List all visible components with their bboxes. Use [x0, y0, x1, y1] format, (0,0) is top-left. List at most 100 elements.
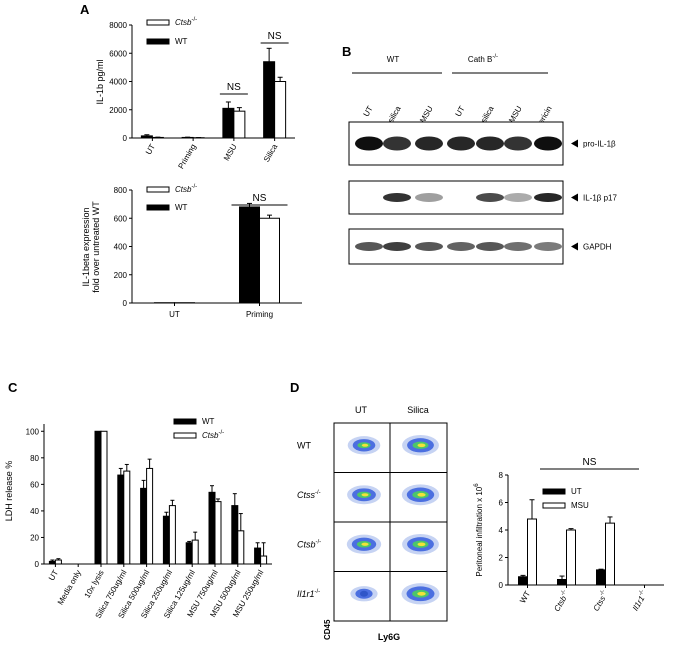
bar-ctsb [54, 559, 62, 565]
y-tick-label: 0 [35, 560, 40, 569]
blot-band [476, 193, 504, 202]
y-axis-label: Peritoneal infiltration x 106 [474, 483, 484, 577]
peritoneal-infiltration-chart: 0 2 4 6 8 WT Ctsb-/- Ctss-/- Il1r1-/- Peritoneal … [474, 457, 664, 613]
bar-wt [231, 505, 239, 565]
blot-band [534, 136, 562, 151]
legend-label: Ctsb-/- [175, 184, 197, 194]
blot-arrow [571, 193, 578, 202]
x-tick-label: WT [518, 589, 532, 604]
blot-band [355, 242, 383, 251]
blot-group-wt: WT [387, 55, 400, 64]
y-tick-label: 20 [30, 533, 39, 542]
blot-band [447, 136, 475, 151]
y-tick-label: 800 [114, 186, 128, 195]
legend-label: WT [202, 417, 215, 426]
blot-band-label: pro-IL-1β [583, 140, 616, 149]
flow-scatter-peak [417, 443, 426, 448]
blot-band [447, 242, 475, 251]
y-axis-label: LDH release % [4, 461, 14, 522]
y-tick-label: 8 [499, 471, 504, 480]
bar-ctsb [237, 530, 245, 565]
significance-label: NS [583, 457, 597, 468]
bar-ctsb [191, 539, 199, 565]
panel-label-a: A [80, 2, 90, 17]
bar-wt [140, 487, 148, 565]
flow-scatter-core [360, 590, 368, 597]
bar-ctsb [214, 501, 222, 565]
y-tick-label: 2000 [109, 106, 127, 115]
blot-band [504, 193, 532, 202]
blot-band [534, 193, 562, 202]
flow-col-ut: UT [355, 405, 367, 415]
legend-swatch [173, 432, 197, 439]
blot-arrow [571, 139, 578, 148]
y-axis-label: IL-1beta expression [81, 207, 91, 286]
legend-swatch [173, 418, 197, 425]
y-tick-label: 0 [499, 581, 504, 590]
bar-ctsb [274, 81, 287, 139]
blot-band [504, 136, 532, 151]
flow-col-silica: Silica [407, 405, 429, 415]
blot-lane-label: silica [479, 104, 496, 124]
bar-ctsb [123, 470, 131, 565]
bar-msu [605, 522, 615, 586]
flow-row-label: Ctss-/- [297, 490, 321, 500]
significance-label: NS [253, 193, 267, 204]
legend-label: Ctsb-/- [202, 430, 224, 440]
blot-band-label: GAPDH [583, 243, 612, 252]
y-axis-label: IL-1b pg/ml [95, 59, 105, 104]
flow-scatter-peak [417, 542, 426, 547]
blot-lane-label: UT [362, 104, 375, 118]
bar-wt [48, 560, 56, 565]
blot-arrow [571, 242, 578, 251]
bar-wt [117, 474, 125, 565]
bar-ctsb [168, 505, 176, 565]
y-tick-label: 40 [30, 507, 39, 516]
blot-lane-label: UT [454, 104, 467, 118]
y-axis-label: fold over untreated WT [91, 201, 101, 293]
y-tick-label: 100 [26, 427, 40, 436]
bar-ctsb [259, 217, 280, 304]
bar-wt [94, 430, 102, 565]
flow-row-label: WT [297, 440, 311, 450]
x-tick-label: UT [144, 142, 157, 156]
y-tick-label: 2 [499, 554, 504, 563]
blot-band [504, 242, 532, 251]
y-tick-label: 80 [30, 454, 39, 463]
flow-scatter-peak [361, 443, 369, 447]
y-tick-label: 8000 [109, 21, 127, 30]
x-tick-label: MSU [222, 142, 239, 162]
significance-label: NS [227, 82, 241, 93]
y-tick-label: 60 [30, 480, 39, 489]
il1b-expression-chart: 0 200 400 600 800 UT Priming IL-1beta expressio… [81, 184, 302, 319]
x-tick-label: UT [169, 310, 180, 319]
x-tick-label: Priming [177, 143, 198, 171]
bar-ut [557, 579, 567, 586]
blot-band [476, 136, 504, 151]
blot-band-label: IL-1β p17 [583, 194, 618, 203]
legend-swatch [146, 19, 170, 26]
x-tick-label: Ctsb-/- [552, 589, 572, 613]
y-tick-label: 600 [114, 214, 128, 223]
bar-wt [185, 542, 193, 565]
flow-scatter-peak [417, 492, 426, 497]
bar-ut [518, 576, 528, 586]
y-tick-label: 0 [123, 299, 128, 308]
bar-wt [263, 61, 276, 139]
blot-band [476, 242, 504, 251]
x-tick-label: UT [47, 568, 60, 582]
x-tick-label: Priming [246, 310, 273, 319]
x-tick-label: Ctss-/- [591, 589, 610, 613]
blot-group-cathb: Cath B-/- [468, 54, 498, 64]
panel-label-d: D [290, 380, 299, 395]
bar-msu [566, 529, 576, 586]
flow-row-label: Il1r1-/- [297, 589, 320, 599]
legend-swatch [542, 488, 566, 495]
x-tick-label: Silica [262, 142, 280, 164]
significance-label: NS [268, 31, 282, 42]
blot-band [534, 242, 562, 251]
panel-label-c: C [8, 380, 18, 395]
x-tick-label: 10x lysis [83, 569, 106, 600]
flow-scatter-peak [417, 591, 426, 596]
legend-swatch [146, 186, 170, 193]
